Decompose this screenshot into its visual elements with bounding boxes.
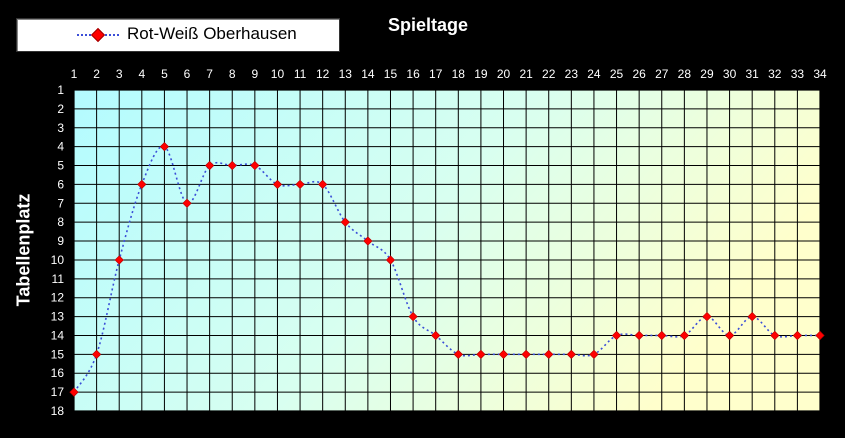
data-point-marker [589,349,599,359]
data-point-marker [431,330,441,341]
x-tick-label: 22 [542,67,556,81]
data-point-marker [182,198,192,208]
legend: Rot-Weiß Oberhausen [16,18,340,52]
grid-lines [73,89,821,412]
y-tick-label: 2 [57,102,64,116]
x-tick-label: 23 [565,67,579,81]
y-tick-label: 6 [57,177,64,191]
y-tick-label: 9 [57,234,64,248]
x-tick-label: 15 [384,67,398,81]
x-tick-label: 31 [746,67,760,81]
data-point-marker [69,387,79,397]
x-tick-label: 24 [587,67,601,81]
x-tick-label: 1 [71,67,78,81]
y-tick-label: 11 [52,272,65,286]
data-point-marker [318,179,328,190]
data-point-marker [702,311,712,322]
x-tick-label: 3 [116,67,123,81]
data-point-marker [724,330,735,341]
data-point-marker [205,160,215,171]
x-tick-label: 27 [655,67,669,81]
y-tick-label: 16 [51,366,65,380]
y-tick-label: 10 [51,253,65,267]
y-tick-label: 8 [57,215,64,229]
x-tick-label: 5 [161,67,168,81]
x-tick-label: 6 [184,67,191,81]
data-point-marker [498,349,509,359]
x-tick-label: 13 [339,67,353,81]
plot-background [74,90,820,411]
series-group [69,142,825,397]
x-tick-label: 20 [497,67,511,81]
data-point-marker [453,349,463,359]
y-tick-label: 18 [51,404,65,418]
x-tick-label: 29 [700,67,714,81]
data-point-marker [272,179,283,190]
data-point-marker [770,330,780,341]
data-point-marker [91,349,102,359]
data-point-marker [792,330,803,341]
data-point-marker [159,142,170,152]
y-tick-label: 14 [51,328,65,342]
x-tick-label: 9 [252,67,259,81]
y-tick-label: 5 [57,159,64,173]
data-point-marker [408,311,418,322]
data-point-marker [657,330,667,341]
x-tick-label: 25 [610,67,624,81]
x-tick-label: 28 [678,67,692,81]
y-tick-label: 12 [51,291,65,305]
x-tick-label: 2 [93,67,100,81]
x-tick-label: 8 [229,67,236,81]
data-point-marker [611,330,622,341]
y-tick-label: 15 [51,347,65,361]
data-point-marker [340,217,350,227]
x-tick-label: 10 [271,67,285,81]
x-tick-label: 12 [316,67,330,81]
x-tick-label: 33 [791,67,805,81]
x-tick-label: 19 [474,67,488,81]
data-point-marker [227,160,237,171]
x-tick-label: 30 [723,67,737,81]
data-point-marker [815,330,825,341]
data-point-marker [747,311,757,322]
data-point-marker [634,330,644,341]
data-point-marker [679,330,689,341]
y-tick-label: 13 [51,310,65,324]
data-point-marker [137,179,147,190]
x-tick-label: 4 [138,67,145,81]
x-tick-label: 18 [452,67,466,81]
x-tick-label: 14 [361,67,375,81]
x-tick-label: 11 [294,67,307,81]
x-tick-label: 7 [206,67,213,81]
data-point-marker [250,160,260,171]
data-point-marker [544,349,554,359]
data-point-marker [566,349,576,359]
x-tick-labels: 1 2 3 4 5 6 7 8 9 10 11 12 13 14 15 16 17 18 19 20 21 22 23 24 2… [71,67,827,81]
y-tick-label: 7 [57,196,64,210]
data-point-marker [363,236,373,246]
data-point-marker [114,255,124,265]
chart-title: Spieltage [388,15,469,35]
data-point-marker [476,349,486,359]
y-tick-label: 1 [57,83,64,97]
y-tick-label: 17 [51,385,65,399]
plot-border [73,89,821,412]
x-tick-label: 26 [632,67,646,81]
x-tick-label: 17 [429,67,443,81]
data-point-marker [295,179,305,190]
y-tick-label: 3 [57,121,64,135]
data-point-marker [385,255,396,265]
x-tick-label: 21 [519,67,533,81]
y-tick-label: 4 [57,140,64,154]
x-tick-label: 34 [813,67,827,81]
legend-series-label: Rot-Weiß Oberhausen [127,24,297,43]
data-point-marker [521,349,531,359]
x-tick-label: 32 [768,67,782,81]
x-tick-label: 16 [406,67,420,81]
